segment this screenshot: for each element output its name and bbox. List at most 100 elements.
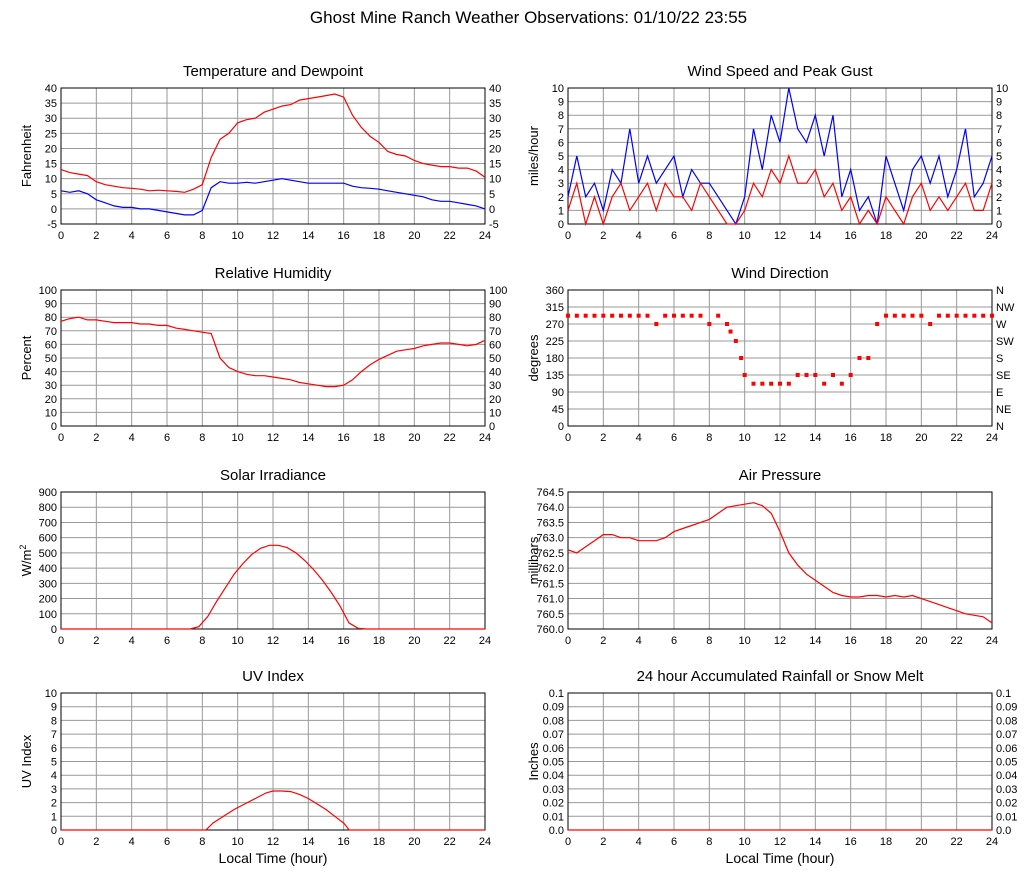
y-tick-label-right: 40 (489, 367, 501, 379)
y-tick-label-right: 1 (996, 205, 1002, 217)
y-tick-label: 0.07 (543, 729, 564, 741)
x-tick-label: 18 (373, 635, 385, 647)
y-tick-label: 180 (546, 353, 564, 365)
y-tick-label: 764.5 (536, 487, 564, 499)
x-tick-label: 14 (809, 432, 821, 444)
plot-frame (567, 491, 993, 630)
data-point (672, 313, 676, 318)
y-axis-label: miles/hour (526, 125, 541, 186)
x-tick-label: 20 (915, 230, 927, 242)
y-tick-label: 50 (45, 353, 57, 365)
chart-title: Solar Irradiance (220, 467, 326, 484)
x-tick-label: 8 (199, 635, 205, 647)
plot-frame (60, 491, 486, 630)
y-tick-label: 0.05 (543, 757, 564, 769)
data-point (574, 313, 579, 318)
series-line-0 (60, 316, 486, 388)
data-point (831, 373, 835, 377)
y-tick-label: 70 (45, 326, 57, 338)
y-tick-label: 8 (558, 110, 564, 122)
data-point (654, 322, 659, 326)
x-tick-label: 18 (373, 432, 385, 444)
plot-frame (60, 289, 486, 427)
y-tick-label-right: 0.01 (996, 811, 1017, 823)
y-tick-label: 10 (45, 407, 57, 419)
y-tick-label: 763.5 (536, 517, 564, 529)
x-tick-label: 0 (565, 230, 571, 242)
y-tick-label-right: 6 (996, 137, 1002, 149)
x-tick-label: 4 (636, 230, 642, 242)
y-tick-label: 763.0 (536, 533, 564, 545)
chart-title: 24 hour Accumulated Rainfall or Snow Mel… (637, 668, 925, 685)
y-tick-label: 5 (51, 189, 57, 201)
y-tick-label-right: E (996, 387, 1003, 399)
y-tick-label: 100 (39, 609, 57, 621)
x-tick-label: 24 (479, 230, 491, 242)
data-point (963, 313, 968, 318)
x-tick-label: 22 (444, 635, 456, 647)
x-tick-label: 16 (338, 635, 350, 647)
y-tick-label: 200 (39, 594, 57, 606)
y-tick-label: 4 (558, 165, 564, 177)
x-tick-label: 0 (565, 432, 571, 444)
x-tick-label: 18 (880, 432, 892, 444)
x-tick-label: 22 (444, 230, 456, 242)
y-tick-label: 0.09 (543, 702, 564, 714)
x-tick-label: 20 (915, 635, 927, 647)
y-tick-label: 0.1 (549, 688, 564, 700)
y-tick-label: 0 (51, 624, 57, 636)
y-tick-label-right: N (996, 285, 1004, 297)
y-tick-label: 1 (558, 205, 564, 217)
data-point (981, 313, 986, 318)
y-tick-label-right: 10 (489, 407, 501, 419)
y-tick-label-right: 0.1 (996, 688, 1011, 700)
x-tick-label: 18 (373, 836, 385, 848)
y-tick-label-right: 0.03 (996, 784, 1017, 796)
x-tick-label: 0 (58, 635, 64, 647)
x-tick-label: 20 (915, 836, 927, 848)
y-tick-label: 10 (552, 83, 564, 95)
y-tick-label: 764.0 (536, 502, 564, 514)
x-tick-label: 6 (164, 836, 170, 848)
y-tick-label: 3 (558, 178, 564, 190)
y-axis-label: W/m2 (18, 545, 34, 577)
x-tick-label: 20 (915, 432, 927, 444)
y-tick-label: 300 (39, 578, 57, 590)
data-point (627, 313, 632, 318)
data-point (839, 381, 844, 386)
series-line-0 (61, 544, 485, 630)
y-tick-label: 80 (45, 312, 57, 324)
y-tick-label: 761.0 (536, 594, 564, 606)
data-point (857, 356, 862, 360)
y-tick-label-right: SW (996, 336, 1014, 348)
x-tick-label: 20 (408, 230, 420, 242)
x-tick-label: 2 (600, 836, 606, 848)
x-tick-label: 10 (232, 635, 244, 647)
data-point (972, 313, 977, 318)
data-point (910, 313, 915, 318)
x-tick-label: 12 (267, 432, 279, 444)
y-tick-label: 500 (39, 548, 57, 560)
chart-title: Temperature and Dewpoint (183, 63, 364, 80)
y-tick-label: 400 (39, 563, 57, 575)
x-tick-label: 8 (199, 230, 205, 242)
y-tick-label-right: 10 (996, 83, 1008, 95)
chart-title: Wind Direction (731, 265, 829, 282)
y-tick-label-right: 0.08 (996, 715, 1017, 727)
data-point (566, 313, 570, 318)
x-tick-label: 10 (232, 836, 244, 848)
y-tick-label-right: 5 (996, 151, 1002, 163)
y-tick-label: 15 (45, 159, 57, 171)
x-tick-label: 16 (338, 836, 350, 848)
data-point (728, 329, 733, 334)
x-tick-label: 20 (408, 635, 420, 647)
x-tick-label: 12 (774, 635, 786, 647)
x-tick-label: 16 (845, 230, 857, 242)
y-tick-label-right: 3 (996, 178, 1002, 190)
data-point (848, 373, 853, 377)
y-tick-label: 6 (558, 137, 564, 149)
y-tick-label: 100 (39, 285, 57, 297)
